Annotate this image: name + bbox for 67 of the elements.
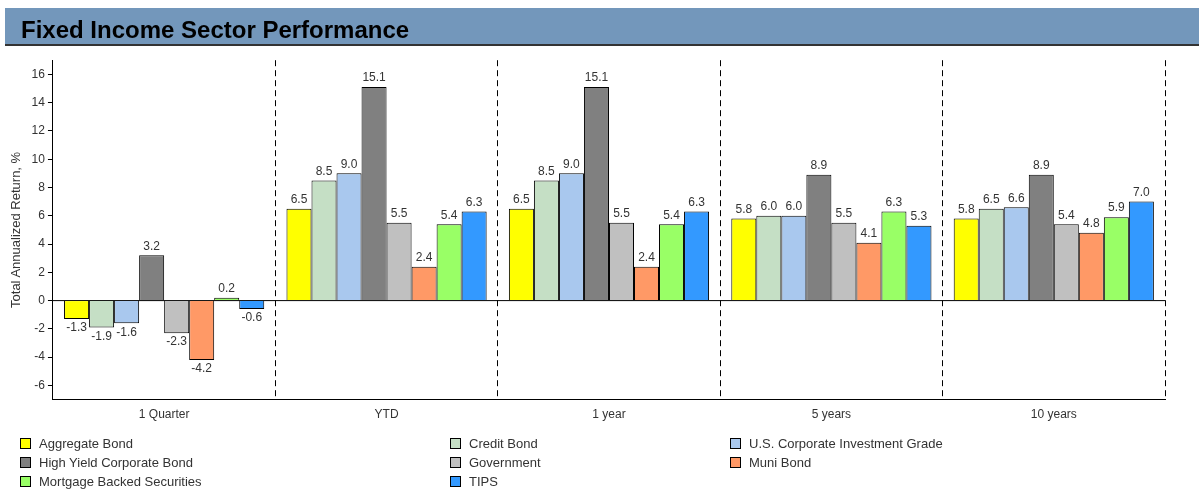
data-label: 4.1 (860, 225, 878, 240)
data-label: -0.6 (241, 310, 263, 325)
data-label: 5.5 (613, 206, 631, 221)
y-tick-label: -4 (34, 349, 46, 364)
legend-label: U.S. Corporate Investment Grade (749, 436, 943, 451)
x-tick-label: 1 Quarter (138, 407, 190, 422)
data-label: 6.5 (982, 192, 1000, 206)
data-label: 5.4 (1057, 207, 1075, 222)
y-axis-title: Total Annualized Return, % (8, 151, 24, 308)
data-label: 5.5 (390, 206, 408, 221)
data-label: -4.2 (191, 361, 213, 376)
x-tick-label: 10 years (1030, 407, 1077, 422)
data-label: -1.3 (66, 320, 88, 335)
legend-label: Government (469, 455, 541, 470)
legend-label: Mortgage Backed Securities (39, 474, 202, 489)
data-label: 5.4 (440, 207, 458, 222)
data-label: 2.4 (638, 249, 656, 264)
data-label: 5.8 (957, 201, 975, 216)
data-label: 8.5 (315, 163, 333, 178)
legend-label: Muni Bond (749, 455, 812, 470)
data-label: 9.0 (563, 156, 581, 171)
data-label: 6.0 (760, 199, 778, 214)
x-tick-label: 1 year (592, 407, 626, 422)
x-tick-label: YTD (374, 407, 399, 422)
x-tick-label: 5 years (811, 407, 852, 422)
data-label: 9.0 (340, 156, 358, 171)
data-label: 6.3 (885, 194, 903, 209)
y-tick-label: 2 (38, 264, 46, 279)
data-label: 0.2 (218, 281, 236, 296)
data-label: 5.5 (835, 206, 853, 221)
data-label: 6.3 (465, 194, 483, 209)
data-label: 4.8 (1082, 216, 1100, 231)
y-tick-label: -6 (34, 377, 46, 392)
data-label: 6.0 (785, 199, 803, 214)
data-label: 6.5 (290, 192, 308, 206)
legend-label: High Yield Corporate Bond (39, 455, 193, 470)
y-tick-label: -2 (34, 321, 46, 336)
legend-label: Credit Bond (469, 436, 538, 451)
data-label: 6.6 (1007, 190, 1025, 205)
data-label: -1.9 (91, 328, 113, 343)
y-tick-label: 4 (38, 236, 46, 251)
data-label: 8.9 (1032, 158, 1050, 173)
y-tick-label: 10 (31, 151, 46, 166)
data-label: 6.5 (513, 192, 531, 206)
data-label: 5.9 (1108, 200, 1126, 215)
data-label: 6.3 (688, 194, 706, 209)
data-label: 8.5 (538, 163, 556, 178)
data-label: 2.4 (415, 249, 433, 264)
y-tick-label: 16 (31, 66, 46, 81)
y-tick-label: 0 (38, 292, 46, 307)
data-label: 5.4 (663, 207, 681, 222)
data-label: -2.3 (166, 334, 188, 349)
data-label: 15.1 (362, 70, 387, 85)
y-tick-label: 12 (31, 123, 46, 138)
legend-label: Aggregate Bond (39, 436, 133, 451)
chart-title: Fixed Income Sector Performance (21, 16, 410, 44)
data-label: 8.9 (810, 158, 828, 173)
legend-label: TIPS (469, 474, 498, 489)
data-label: -1.6 (116, 324, 138, 339)
y-tick-label: 6 (38, 208, 46, 223)
data-label: 15.1 (584, 70, 609, 85)
y-tick-label: 14 (31, 94, 46, 109)
y-tick-label: 8 (38, 179, 46, 194)
data-label: 7.0 (1133, 184, 1151, 199)
data-label: 5.8 (735, 201, 753, 216)
data-label: 5.3 (910, 208, 928, 223)
data-label: 3.2 (143, 238, 161, 253)
